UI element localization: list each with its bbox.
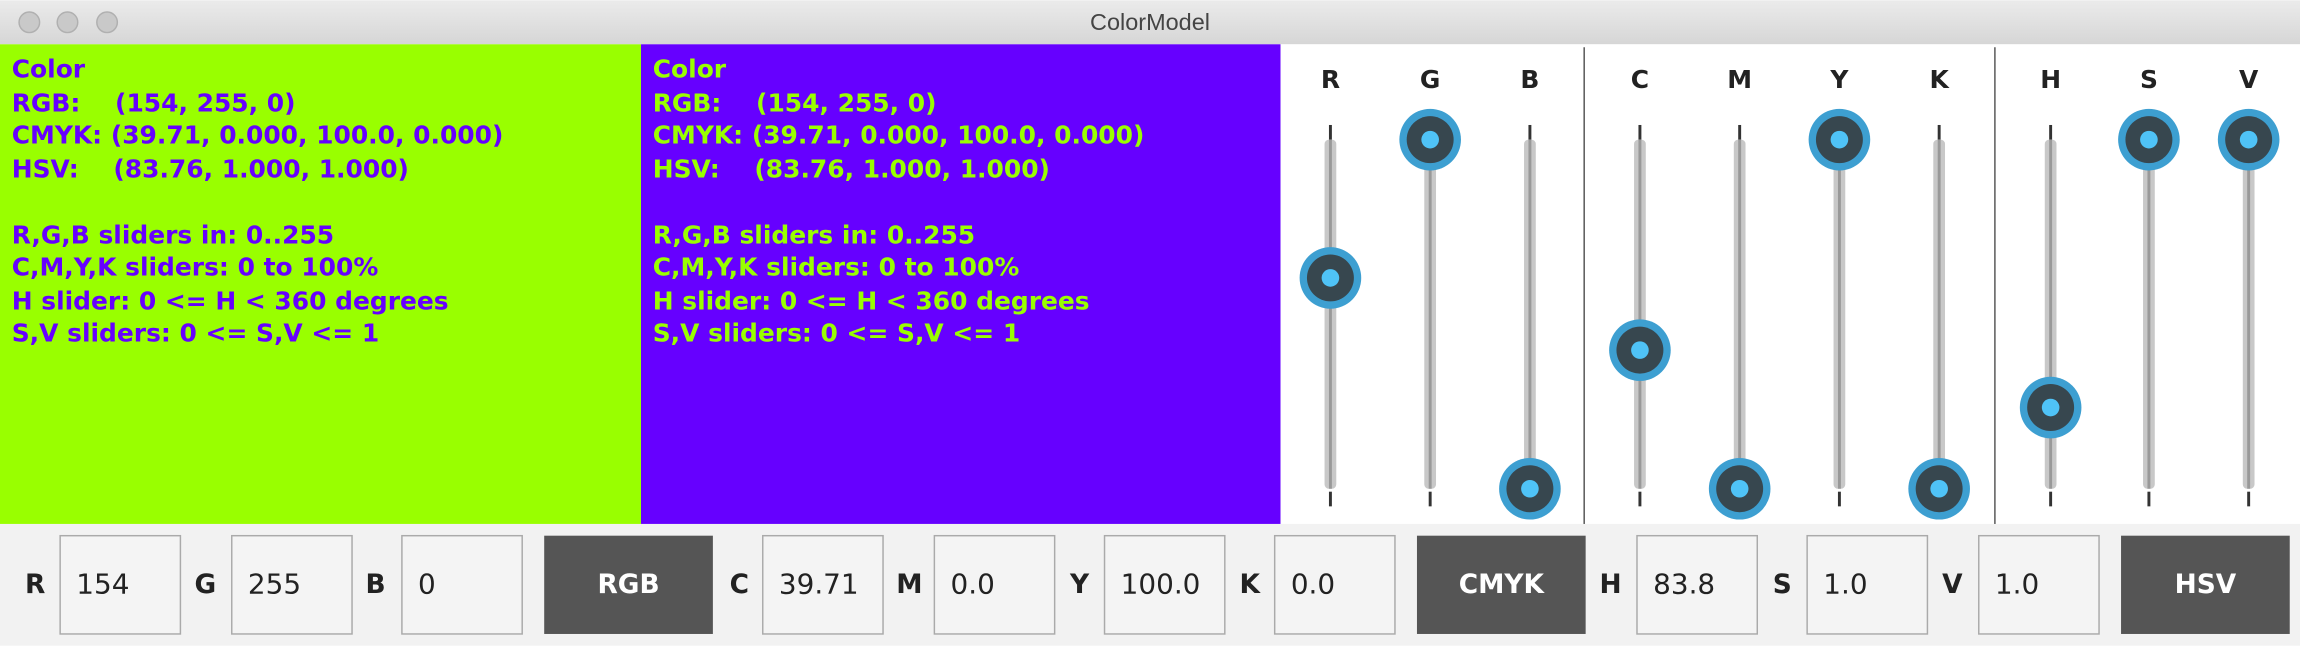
info-text: H slider: 0 <= H < 360 degrees <box>653 286 1090 315</box>
field-value: 83.8 <box>1653 568 1715 601</box>
field-value: 255 <box>248 568 301 601</box>
complement-panel <box>641 44 1281 524</box>
info-text: S,V sliders: 0 <= S,V <= 1 <box>653 319 1020 348</box>
slider-label: S <box>2140 65 2158 94</box>
slider-label: C <box>1631 65 1649 94</box>
field-value: 100.0 <box>1121 568 1201 601</box>
button-label: CMYK <box>1459 569 1546 600</box>
field-label: C <box>730 569 749 600</box>
minimize-button[interactable] <box>56 11 79 34</box>
field-value: 154 <box>76 568 129 601</box>
field-value: 39.71 <box>779 568 859 601</box>
field-label: G <box>195 569 217 600</box>
slider-thumb-dot <box>1830 130 1849 149</box>
close-button[interactable] <box>18 11 41 34</box>
info-text: C,M,Y,K sliders: 0 to 100% <box>653 253 1020 282</box>
text-field[interactable] <box>1806 534 1929 635</box>
info-text: CMYK: (39.71, 0.000, 100.0, 0.000) <box>653 121 1145 150</box>
color-panel <box>0 44 642 524</box>
slider-label: G <box>1420 65 1440 94</box>
info-text: CMYK: (39.71, 0.000, 100.0, 0.000) <box>12 121 504 150</box>
slider-thumb-dot <box>1631 341 1649 359</box>
info-text: HSV: (83.76, 1.000, 1.000) <box>653 154 1050 183</box>
slider-thumb-dot <box>1421 130 1439 149</box>
text-field[interactable] <box>1978 534 2100 635</box>
slider-thumb-dot <box>1321 269 1340 287</box>
slider-thumb-dot <box>1521 479 1539 498</box>
slider-thumb-dot <box>2239 130 2258 149</box>
slider-thumb-dot <box>2041 398 2060 417</box>
text-field[interactable] <box>1103 534 1226 635</box>
slider-label: M <box>1727 65 1752 94</box>
text-field[interactable] <box>933 534 1056 635</box>
field-value: 1.0 <box>1995 568 2039 601</box>
field-value: 0.0 <box>951 568 995 601</box>
field-value: 0 <box>418 568 436 601</box>
field-label: R <box>25 569 45 600</box>
info-text: RGB: (154, 255, 0) <box>12 88 296 117</box>
button-label: RGB <box>597 569 659 600</box>
slider-thumb-dot <box>1730 479 1749 498</box>
info-text: RGB: (154, 255, 0) <box>653 88 937 117</box>
slider-thumb-dot <box>1930 479 1948 498</box>
field-label: V <box>1942 569 1963 600</box>
field-label: B <box>365 569 385 600</box>
field-label: K <box>1240 569 1262 600</box>
field-label: H <box>1600 569 1622 600</box>
info-text: Color <box>653 55 727 84</box>
info-text: H slider: 0 <= H < 360 degrees <box>12 286 449 315</box>
text-field[interactable] <box>762 534 884 635</box>
button[interactable] <box>2121 535 2290 634</box>
field-value: 0.0 <box>1291 568 1335 601</box>
button[interactable] <box>544 535 713 634</box>
text-field[interactable] <box>401 534 523 635</box>
button-label: HSV <box>2175 569 2237 600</box>
zoom-button[interactable] <box>96 11 119 34</box>
slider-label: V <box>2239 65 2259 94</box>
text-field[interactable] <box>231 534 353 635</box>
slider-label: Y <box>1829 65 1849 94</box>
info-text: R,G,B sliders in: 0..255 <box>653 220 975 249</box>
slider-label: H <box>2040 65 2061 94</box>
slider-label: R <box>1321 65 1340 94</box>
title-bar <box>0 0 2300 45</box>
text-field[interactable] <box>59 534 182 635</box>
field-label: S <box>1773 569 1792 600</box>
text-field[interactable] <box>1273 534 1396 635</box>
button[interactable] <box>1416 535 1586 634</box>
info-text: HSV: (83.76, 1.000, 1.000) <box>12 154 409 183</box>
info-text: R,G,B sliders in: 0..255 <box>12 220 334 249</box>
text-field[interactable] <box>1636 534 1759 635</box>
info-text: S,V sliders: 0 <= S,V <= 1 <box>12 319 379 348</box>
info-text: C,M,Y,K sliders: 0 to 100% <box>12 253 379 282</box>
window-title: ColorModel <box>1090 9 1210 35</box>
slider-label: B <box>1520 65 1539 94</box>
info-text: Color <box>12 55 86 84</box>
slider-label: K <box>1930 65 1951 94</box>
slider-thumb-dot <box>2140 130 2158 149</box>
field-label: Y <box>1069 569 1090 600</box>
field-value: 1.0 <box>1823 568 1867 601</box>
field-label: M <box>896 569 922 600</box>
